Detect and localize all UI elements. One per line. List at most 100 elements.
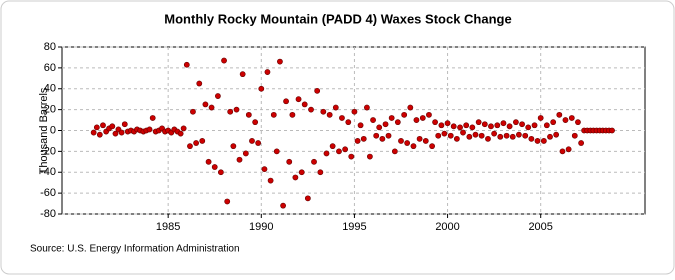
point <box>550 119 557 126</box>
point <box>357 122 364 129</box>
point <box>196 80 203 87</box>
point <box>320 108 327 115</box>
point <box>308 106 314 113</box>
point <box>419 115 426 121</box>
source-note: Source: U.S. Energy Information Administ… <box>30 244 240 255</box>
point <box>485 135 491 142</box>
point <box>227 108 234 115</box>
point <box>323 150 330 157</box>
point <box>348 153 355 160</box>
point <box>93 124 100 131</box>
point <box>112 130 119 137</box>
point <box>292 174 299 181</box>
point <box>481 121 488 128</box>
point <box>351 108 358 115</box>
point <box>516 131 522 138</box>
point <box>391 148 398 155</box>
point <box>509 133 516 140</box>
point <box>435 132 442 139</box>
point <box>205 158 212 165</box>
point <box>525 124 532 131</box>
point <box>531 122 538 129</box>
point <box>398 138 404 144</box>
point <box>556 111 563 118</box>
point <box>364 104 370 111</box>
point <box>500 120 507 127</box>
point <box>540 138 547 144</box>
point <box>183 61 190 68</box>
point <box>280 202 286 209</box>
point <box>379 135 386 142</box>
point <box>221 57 227 64</box>
point <box>562 117 569 123</box>
point <box>565 146 572 153</box>
point <box>301 101 308 108</box>
y-tick-label: 80 <box>44 41 56 53</box>
point <box>429 143 436 150</box>
point <box>460 129 466 136</box>
point <box>494 122 501 129</box>
point <box>426 111 432 118</box>
point <box>336 148 342 155</box>
point <box>394 119 401 126</box>
point <box>199 138 206 144</box>
point <box>373 132 380 139</box>
y-tick-label: 20 <box>44 104 56 116</box>
point <box>342 146 349 153</box>
point <box>522 132 529 139</box>
point <box>571 132 578 139</box>
point <box>401 111 408 118</box>
point <box>388 115 395 121</box>
point <box>478 132 485 139</box>
point <box>211 164 218 170</box>
point <box>488 123 494 130</box>
y-tick-label: -40 <box>40 166 56 178</box>
point <box>370 117 376 123</box>
point <box>438 122 445 129</box>
point <box>444 120 451 127</box>
point <box>258 85 265 92</box>
point <box>422 138 429 144</box>
point <box>410 143 417 150</box>
point <box>236 156 243 163</box>
x-tick-label: 2005 <box>528 221 552 233</box>
point <box>463 122 470 129</box>
y-tick-label: 40 <box>44 83 56 95</box>
point <box>413 117 420 123</box>
point <box>149 115 156 121</box>
point <box>497 133 504 140</box>
point <box>121 121 128 128</box>
point <box>96 131 103 138</box>
y-tick-label: -60 <box>40 187 56 199</box>
point <box>202 101 209 108</box>
point <box>450 123 457 130</box>
point <box>208 104 215 111</box>
point <box>190 108 196 115</box>
point <box>553 131 560 138</box>
point <box>447 132 454 139</box>
y-tick-label: 60 <box>44 62 56 74</box>
point <box>109 123 116 130</box>
point <box>382 121 389 128</box>
y-tick-label: -80 <box>40 208 56 220</box>
point <box>416 135 423 142</box>
point <box>385 132 392 139</box>
point <box>534 138 541 144</box>
point <box>255 140 262 146</box>
point <box>224 198 231 205</box>
point <box>230 143 237 150</box>
point <box>432 119 438 126</box>
point <box>289 111 296 118</box>
point <box>261 166 268 173</box>
point <box>277 58 283 65</box>
point <box>578 140 585 146</box>
point <box>457 124 463 131</box>
point <box>575 119 581 126</box>
point <box>519 121 525 128</box>
point <box>537 115 544 121</box>
point <box>360 135 367 142</box>
point <box>407 104 414 111</box>
point <box>286 158 293 165</box>
y-tick-label: -20 <box>40 145 56 157</box>
point <box>376 124 383 131</box>
